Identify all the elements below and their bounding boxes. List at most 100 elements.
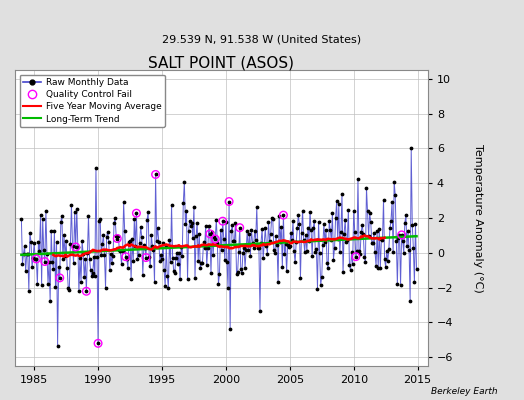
Point [395, 232, 403, 238]
Point [110, 220, 118, 226]
Point [275, 212, 283, 219]
Point [139, 271, 147, 278]
Point [41, 258, 49, 265]
Point [392, 238, 400, 244]
Point [277, 224, 286, 230]
Point [339, 269, 347, 276]
Point [219, 218, 227, 224]
Point [118, 248, 127, 254]
Point [162, 242, 170, 249]
Point [193, 220, 201, 226]
Point [77, 278, 85, 285]
Point [360, 254, 368, 260]
Point [71, 244, 80, 250]
Point [236, 224, 244, 231]
Point [156, 258, 164, 264]
Point [175, 250, 183, 256]
Point [213, 240, 222, 246]
Point [126, 238, 134, 244]
Point [74, 243, 82, 250]
Point [351, 229, 359, 235]
Point [320, 221, 328, 228]
Point [302, 231, 310, 238]
Point [373, 228, 381, 234]
Point [164, 285, 172, 292]
Point [70, 209, 79, 215]
Point [374, 264, 383, 271]
Point [190, 204, 198, 211]
Point [341, 216, 350, 223]
Point [91, 272, 99, 279]
Point [97, 252, 105, 258]
Point [57, 219, 65, 225]
Point [20, 243, 29, 249]
Point [411, 220, 420, 227]
Point [307, 227, 315, 234]
Point [83, 250, 92, 257]
Point [282, 268, 291, 274]
Point [336, 249, 344, 255]
Point [338, 190, 346, 197]
Point [264, 219, 272, 226]
Point [167, 202, 176, 208]
Point [233, 269, 242, 276]
Point [387, 218, 395, 224]
Point [354, 176, 362, 182]
Point [208, 228, 216, 235]
Point [280, 251, 289, 258]
Point [166, 259, 174, 266]
Point [246, 252, 255, 259]
Point [279, 212, 288, 218]
Point [116, 248, 125, 255]
Point [376, 264, 385, 271]
Point [412, 266, 421, 272]
Point [73, 206, 81, 212]
Point [63, 265, 71, 271]
Point [303, 248, 311, 255]
Point [359, 230, 367, 237]
Point [66, 241, 74, 248]
Point [176, 276, 184, 282]
Point [404, 228, 412, 234]
Point [89, 270, 97, 276]
Point [294, 212, 302, 218]
Point [224, 284, 232, 291]
Point [322, 227, 330, 233]
Point [367, 218, 375, 225]
Point [358, 222, 366, 228]
Point [185, 218, 194, 224]
Point [36, 212, 45, 218]
Point [117, 261, 126, 267]
Point [132, 210, 140, 216]
Point [113, 235, 122, 242]
Point [368, 240, 376, 246]
Point [98, 240, 106, 247]
Point [38, 216, 47, 222]
Point [33, 281, 41, 287]
Point [371, 249, 379, 255]
Point [136, 224, 145, 230]
Point [319, 242, 327, 248]
Point [329, 256, 337, 263]
Point [207, 270, 215, 276]
Point [51, 284, 60, 291]
Point [356, 251, 364, 258]
Point [260, 241, 268, 247]
Point [370, 230, 378, 236]
Point [300, 249, 309, 255]
Point [355, 248, 363, 254]
Point [292, 239, 300, 245]
Point [408, 222, 417, 228]
Point [183, 276, 192, 282]
Point [232, 271, 241, 278]
Point [211, 236, 220, 242]
Point [225, 198, 233, 205]
Point [52, 238, 61, 245]
Point [86, 267, 95, 273]
Point [148, 242, 157, 249]
Point [309, 225, 318, 231]
Point [240, 244, 248, 251]
Point [306, 208, 314, 215]
Point [385, 246, 393, 252]
Point [365, 210, 374, 217]
